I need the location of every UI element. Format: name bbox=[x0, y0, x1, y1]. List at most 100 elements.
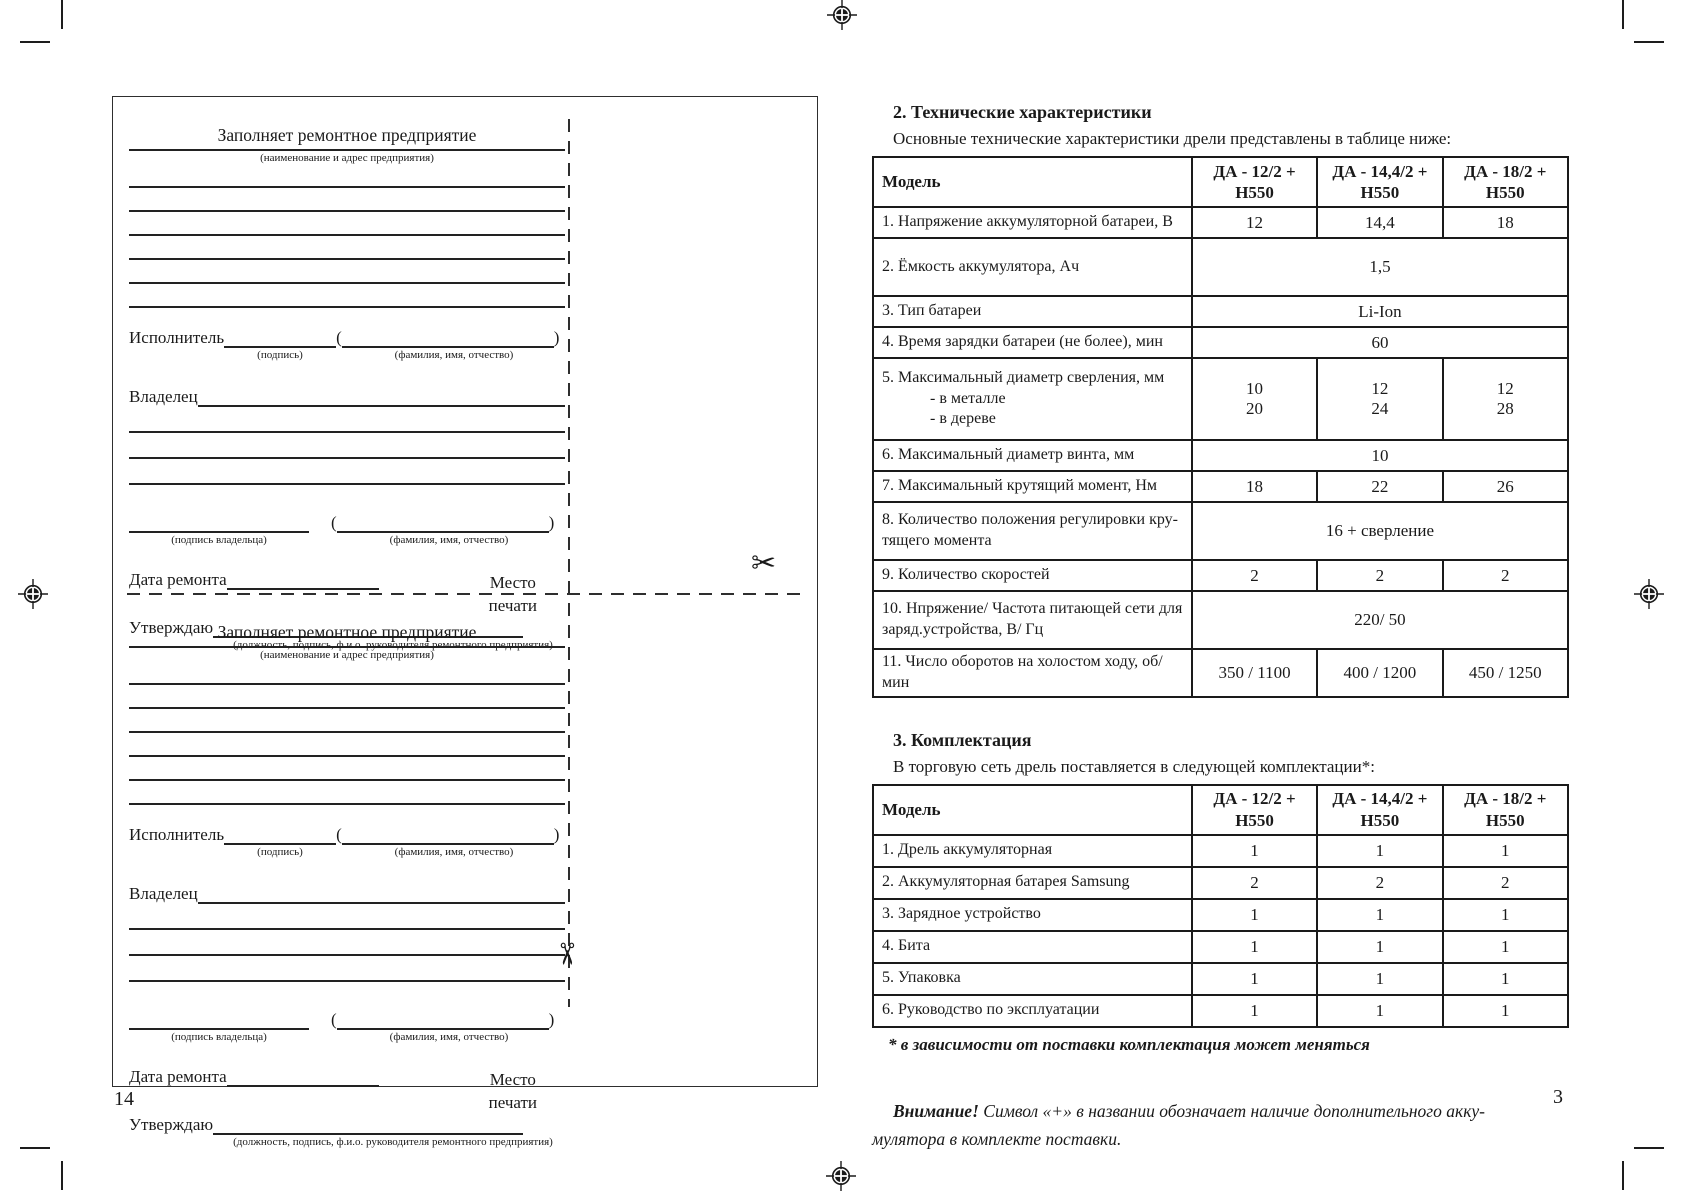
blank-line bbox=[129, 483, 565, 485]
blank-line bbox=[129, 707, 565, 709]
crop-mark-bottom-right-h bbox=[1634, 1147, 1664, 1149]
paren: ( bbox=[336, 328, 342, 347]
attention-line2: мулятора в комплекте поставки. bbox=[872, 1129, 1122, 1150]
paren: ( bbox=[331, 513, 337, 532]
blank-line bbox=[129, 528, 309, 533]
merged-value-cell: Li-Ion bbox=[1190, 295, 1570, 328]
section-2-heading: 2. Технические характеристики bbox=[893, 102, 1152, 122]
row-label-cell: 1. Дрель аккумуляторная bbox=[872, 833, 1193, 868]
registration-mark-icon bbox=[18, 579, 48, 609]
blank-line bbox=[129, 258, 565, 260]
value-cell: 1 bbox=[1316, 897, 1444, 932]
model-column-header: ДА - 12/2 + Н550 bbox=[1190, 783, 1319, 836]
blank-line bbox=[129, 646, 565, 648]
value-cell: 12 24 bbox=[1316, 357, 1444, 441]
registration-mark-icon bbox=[827, 0, 857, 30]
blank-line bbox=[129, 779, 565, 781]
value-cell: 1 bbox=[1190, 993, 1319, 1028]
value-cell: 1 bbox=[1441, 993, 1570, 1028]
executor-captions: (подпись) (фамилия, имя, отчество) bbox=[129, 349, 565, 361]
merged-value-cell: 16 + сверление bbox=[1190, 501, 1570, 561]
value-cell: 12 28 bbox=[1441, 357, 1570, 441]
value-cell: 1 bbox=[1190, 929, 1319, 964]
page-number-right: 3 bbox=[1553, 1086, 1563, 1108]
blank-line bbox=[341, 343, 554, 348]
manual-page: 2. Технические характеристики Основные т… bbox=[872, 102, 1570, 1154]
owner-signature-captions: (подпись владельца) (фамилия, имя, отчес… bbox=[129, 534, 565, 546]
merged-value-cell: 220/ 50 bbox=[1190, 590, 1570, 650]
blank-line bbox=[226, 1082, 379, 1087]
stamp-place: Место печати bbox=[488, 1070, 537, 1112]
blank-line bbox=[341, 840, 554, 845]
blank-line bbox=[224, 343, 337, 348]
executor-row: Исполнитель ( ) bbox=[129, 328, 565, 348]
row-label-cell: 9. Количество скоростей bbox=[872, 559, 1193, 592]
blank-line bbox=[197, 402, 565, 407]
vertical-cut-line bbox=[568, 119, 570, 1007]
owner-row: Владелец bbox=[129, 884, 565, 904]
section-3-intro: В торговую сеть дрель поставляется в сле… bbox=[893, 756, 1375, 776]
blank-line bbox=[129, 186, 565, 188]
table-row: 4. Бита 1 1 1 bbox=[872, 929, 1570, 964]
value-cell: 2 bbox=[1316, 559, 1444, 592]
table-row: 5. Упаковка 1 1 1 bbox=[872, 961, 1570, 996]
repair-date-label: Дата ремонта bbox=[129, 570, 227, 589]
blank-line bbox=[336, 528, 549, 533]
value-cell: 2 bbox=[1190, 559, 1319, 592]
kit-table: Модель ДА - 12/2 + Н550 ДА - 14,4/2 + Н550… bbox=[872, 783, 1570, 1028]
value-cell: 350 / 1100 bbox=[1190, 648, 1319, 698]
value-cell: 14,4 bbox=[1316, 206, 1444, 239]
merged-value-cell: 60 bbox=[1190, 326, 1570, 359]
crop-mark-bottom-left-h bbox=[20, 1147, 50, 1149]
approve-label: Утверждаю bbox=[129, 1115, 214, 1134]
row-label-cell: 8. Количество положения регулировки кру-… bbox=[872, 501, 1193, 561]
blank-line bbox=[129, 306, 565, 308]
model-column-header: ДА - 14,4/2 + Н550 bbox=[1316, 783, 1444, 836]
page-number-left: 14 bbox=[114, 1088, 134, 1110]
owner-signature-row: ( ) bbox=[129, 513, 565, 533]
section-3-heading: 3. Комплектация bbox=[893, 729, 1032, 750]
table-row: 6. Максимальный диаметр винта, мм 10 bbox=[872, 439, 1570, 472]
blank-line bbox=[197, 899, 565, 904]
approve-row: Утверждаю bbox=[129, 1115, 565, 1135]
value-cell: 1 bbox=[1441, 929, 1570, 964]
value-cell: 18 bbox=[1441, 206, 1570, 239]
blank-line bbox=[129, 755, 565, 757]
value-cell: 1 bbox=[1190, 833, 1319, 868]
value-cell: 1 bbox=[1190, 961, 1319, 996]
fullname-caption: (фамилия, имя, отчество) bbox=[394, 349, 514, 361]
paren: ) bbox=[548, 513, 555, 532]
stamp-place: Место печати bbox=[488, 573, 537, 615]
crop-mark-top-right-h bbox=[1634, 41, 1664, 43]
fullname-caption: (фамилия, имя, отчество) bbox=[389, 534, 509, 546]
blank-line bbox=[224, 840, 337, 845]
signature-caption: (подпись) bbox=[257, 846, 303, 858]
crop-mark-top-left-h bbox=[20, 41, 50, 43]
crop-mark-bottom-right-v bbox=[1622, 1161, 1624, 1190]
row-label-cell: 5. Максимальный диаметр сверления, мм - … bbox=[872, 357, 1193, 441]
approve-caption: (должность, подпись, ф.и.о. руководителя… bbox=[233, 1136, 553, 1148]
merged-value-cell: 1,5 bbox=[1190, 237, 1570, 297]
table-header-row: Модель ДА - 12/2 + Н550 ДА - 14,4/2 + Н550… bbox=[872, 156, 1570, 208]
blank-line bbox=[129, 980, 565, 982]
row-label-cell: 3. Тип батареи bbox=[872, 295, 1193, 328]
signature-caption: (подпись) bbox=[257, 349, 303, 361]
attention-line1: Символ «+» в названии обозначает наличие… bbox=[978, 1100, 1485, 1121]
blank-line bbox=[129, 210, 565, 212]
table-row: 4. Время зарядки батареи (не более), мин… bbox=[872, 326, 1570, 359]
blank-line bbox=[213, 633, 524, 638]
crop-mark-top-left-v bbox=[61, 0, 63, 29]
value-cell: 1 bbox=[1441, 833, 1570, 868]
blank-line bbox=[129, 234, 565, 236]
blank-line bbox=[129, 731, 565, 733]
model-column-header: ДА - 18/2 + Н550 bbox=[1441, 783, 1570, 836]
blank-line bbox=[336, 1025, 549, 1030]
row-label-cell: 5. Упаковка bbox=[872, 961, 1193, 996]
attention-bold: Внимание! bbox=[893, 1100, 979, 1121]
executor-label: Исполнитель bbox=[129, 825, 225, 844]
model-column-header: ДА - 12/2 + Н550 bbox=[1190, 156, 1319, 208]
blank-line bbox=[129, 431, 565, 433]
model-header-cell: Модель bbox=[872, 156, 1193, 208]
repair-date-row: Дата ремонта Место печати bbox=[129, 1067, 565, 1112]
row-label-cell: 1. Напряжение аккумуляторной батареи, В bbox=[872, 206, 1193, 239]
